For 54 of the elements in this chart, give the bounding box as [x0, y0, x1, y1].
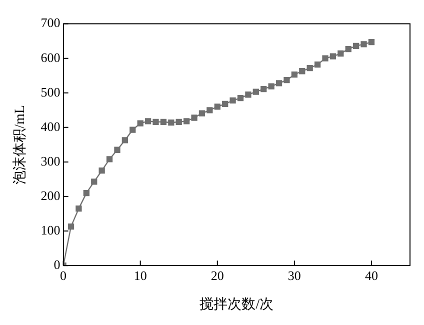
point: [299, 68, 306, 74]
point: [206, 107, 213, 114]
point: [198, 110, 206, 116]
point: [368, 39, 375, 46]
point: [130, 126, 136, 133]
point: [68, 223, 74, 230]
point: [314, 61, 321, 68]
point: [98, 168, 105, 174]
point: [214, 104, 220, 110]
point: [284, 77, 290, 84]
point: [322, 55, 328, 62]
point: [360, 41, 367, 48]
x-axis-title: 搅拌次数/次: [200, 296, 274, 312]
point: [291, 72, 298, 78]
point: [91, 178, 98, 185]
point: [330, 53, 336, 60]
point: [345, 46, 352, 52]
point: [83, 190, 90, 196]
point: [114, 146, 120, 153]
point: [152, 118, 159, 125]
y-tick-label: 400: [40, 118, 60, 134]
point: [338, 50, 344, 57]
point: [245, 92, 252, 98]
point: [122, 137, 128, 144]
point: [137, 120, 144, 126]
point: [168, 120, 174, 126]
point: [176, 118, 182, 125]
point: [191, 114, 198, 121]
point: [230, 97, 236, 104]
y-tick-label: 200: [40, 188, 60, 203]
point: [106, 156, 113, 162]
point: [222, 100, 228, 108]
y-tick-label: 600: [40, 50, 60, 65]
point: [76, 206, 82, 212]
point: [276, 80, 282, 86]
x-tick-label: 20: [210, 268, 224, 283]
point: [160, 118, 167, 125]
point: [268, 83, 274, 90]
y-axis-title: 泡沫体积/mL: [12, 105, 28, 184]
point: [260, 86, 267, 92]
y-tick-label: 500: [40, 84, 60, 100]
y-tick-label: 0: [54, 257, 60, 272]
point: [352, 42, 360, 49]
y-tick-label: 700: [40, 15, 60, 30]
x-tick-label: 10: [134, 268, 147, 283]
point: [237, 94, 244, 102]
y-tick-label: 300: [40, 153, 60, 168]
point: [144, 118, 152, 124]
x-tick-label: 40: [364, 268, 378, 283]
point: [252, 88, 259, 95]
y-tick-label: 100: [40, 222, 60, 238]
point: [183, 118, 190, 124]
x-tick-label: 30: [288, 268, 301, 283]
point: [306, 64, 313, 72]
